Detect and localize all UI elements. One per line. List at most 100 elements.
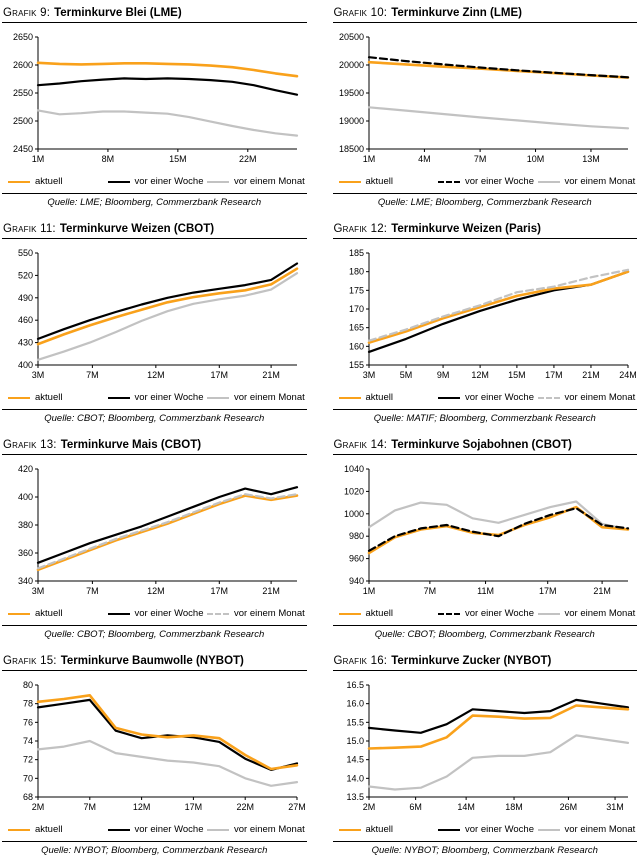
legend-label: vor einer Woche [134,176,204,187]
svg-text:2M: 2M [32,802,45,812]
svg-text:12M: 12M [471,370,489,380]
legend-item: aktuell [338,824,439,836]
legend-label: vor einer Woche [134,392,204,403]
svg-text:940: 940 [348,576,363,586]
svg-text:15.0: 15.0 [346,736,364,746]
svg-text:21M: 21M [262,586,280,596]
svg-text:14.0: 14.0 [346,773,364,783]
chart-canvas: 940 960 980 1000 1020 1040 1M 7M 11M 17M 21M [343,464,629,596]
solid-line-swatch [438,829,460,831]
legend-label: aktuell [365,608,393,619]
chart-canvas: 155 160 165 170 175 180 185 3M 5M 9M 12M 15M 17M 21M 2… [348,248,636,380]
legend-label: aktuell [35,824,63,835]
svg-text:165: 165 [348,323,363,333]
chart-legend: aktuell vor einer Woche vor einem Monat [8,392,307,404]
svg-text:3M: 3M [32,586,45,596]
svg-text:7M: 7M [84,802,97,812]
svg-text:20500: 20500 [338,32,363,42]
chart-card: Grafik 9: Terminkurve Blei (LME) 2450 250… [2,3,307,215]
legend-item: vor einer Woche [438,608,538,620]
svg-text:12M: 12M [147,586,165,596]
source-line: Quelle: CBOT; Bloomberg, Commerzbank Res… [332,625,637,647]
chart-title: Terminkurve Baumwolle (NYBOT) [60,655,244,667]
chart-header: Grafik 16: Terminkurve Zucker (NYBOT) [332,651,637,671]
chart-title: Terminkurve Zucker (NYBOT) [391,655,552,667]
svg-text:21M: 21M [593,586,611,596]
legend-label: vor einer Woche [134,608,204,619]
chart-legend: aktuell vor einer Woche vor einem Monat [8,608,307,620]
legend-label: vor einem Monat [564,608,636,619]
legend-label: vor einer Woche [134,824,204,835]
legend-label: vor einer Woche [465,392,534,403]
legend-item: vor einer Woche [438,392,538,404]
svg-text:74: 74 [23,736,33,746]
solid-line-swatch [8,829,30,831]
svg-text:16.0: 16.0 [346,699,364,709]
solid-line-swatch [107,613,130,615]
legend-item: vor einer Woche [107,392,208,404]
svg-text:24M: 24M [619,370,636,380]
legend-label: vor einem Monat [234,392,305,403]
chart-card: Grafik 15: Terminkurve Baumwolle (NYBOT)… [2,651,307,858]
chart-legend: aktuell vor einer Woche vor einem Monat [338,176,638,188]
dashed-line-swatch [537,397,560,399]
svg-text:17M: 17M [211,586,229,596]
solid-line-swatch [537,829,560,831]
chart-canvas: 13.5 14.0 14.5 15.0 15.5 16.0 16.5 2M 6M 14M 18M 26… [346,680,629,812]
chart-label: Grafik 14: [333,439,388,451]
svg-text:15.5: 15.5 [346,717,364,727]
solid-line-swatch [338,613,361,615]
chart-card: Grafik 16: Terminkurve Zucker (NYBOT) 13… [332,651,638,858]
chart-legend: aktuell vor einer Woche vor einem Monat [338,392,638,404]
chart-header: Grafik 15: Terminkurve Baumwolle (NYBOT) [2,651,307,671]
legend-item: aktuell [338,392,439,404]
source-line: Quelle: LME; Bloomberg, Commerzbank Rese… [332,193,637,215]
chart-title: Terminkurve Blei (LME) [54,7,182,19]
svg-text:31M: 31M [606,802,624,812]
chart-label: Grafik 12: [333,223,388,235]
chart-card: Grafik 11: Terminkurve Weizen (CBOT) 400… [2,219,307,431]
svg-text:1M: 1M [362,586,375,596]
svg-text:960: 960 [348,554,363,564]
legend-item: vor einem Monat [537,392,638,404]
legend-label: vor einem Monat [564,392,636,403]
svg-text:4M: 4M [418,154,431,164]
svg-text:8M: 8M [102,154,115,164]
solid-line-swatch [8,397,30,399]
svg-text:400: 400 [18,492,33,502]
svg-text:7M: 7M [423,586,436,596]
legend-item: vor einer Woche [438,824,538,836]
legend-label: vor einem Monat [564,176,636,187]
svg-text:1020: 1020 [343,486,363,496]
legend-item: vor einer Woche [107,824,208,836]
solid-line-swatch [338,829,361,831]
legend-item: vor einem Monat [537,824,638,836]
legend-label: aktuell [35,608,63,619]
legend-label: vor einem Monat [234,824,305,835]
svg-text:175: 175 [348,285,363,295]
svg-text:550: 550 [18,248,33,258]
svg-text:12M: 12M [147,370,165,380]
svg-text:16.5: 16.5 [346,680,364,690]
svg-text:460: 460 [18,315,33,325]
solid-line-swatch [207,181,229,183]
svg-text:80: 80 [23,680,33,690]
svg-text:27M: 27M [288,802,305,812]
legend-label: vor einer Woche [465,608,534,619]
chart-header: Grafik 13: Terminkurve Mais (CBOT) [2,435,307,455]
chart-header: Grafik 11: Terminkurve Weizen (CBOT) [2,219,307,239]
legend-label: vor einem Monat [564,824,636,835]
source-line: Quelle: MATIF; Bloomberg, Commerzbank Re… [332,409,637,431]
svg-text:155: 155 [348,360,363,370]
chart-header: Grafik 12: Terminkurve Weizen (Paris) [332,219,637,239]
svg-text:14M: 14M [457,802,475,812]
svg-text:185: 185 [348,248,363,258]
chart-title: Terminkurve Sojabohnen (CBOT) [391,439,572,451]
chart-title: Terminkurve Zinn (LME) [391,7,522,19]
legend-label: aktuell [365,824,393,835]
chart-legend: aktuell vor einer Woche vor einem Monat [338,608,638,620]
chart-canvas: 340 360 380 400 420 3M 7M 12M 17M 21M [18,464,299,596]
chart-canvas: 18500 19000 19500 20000 20500 1M 4M 7M 10M 13M [338,32,629,164]
svg-text:2M: 2M [362,802,375,812]
